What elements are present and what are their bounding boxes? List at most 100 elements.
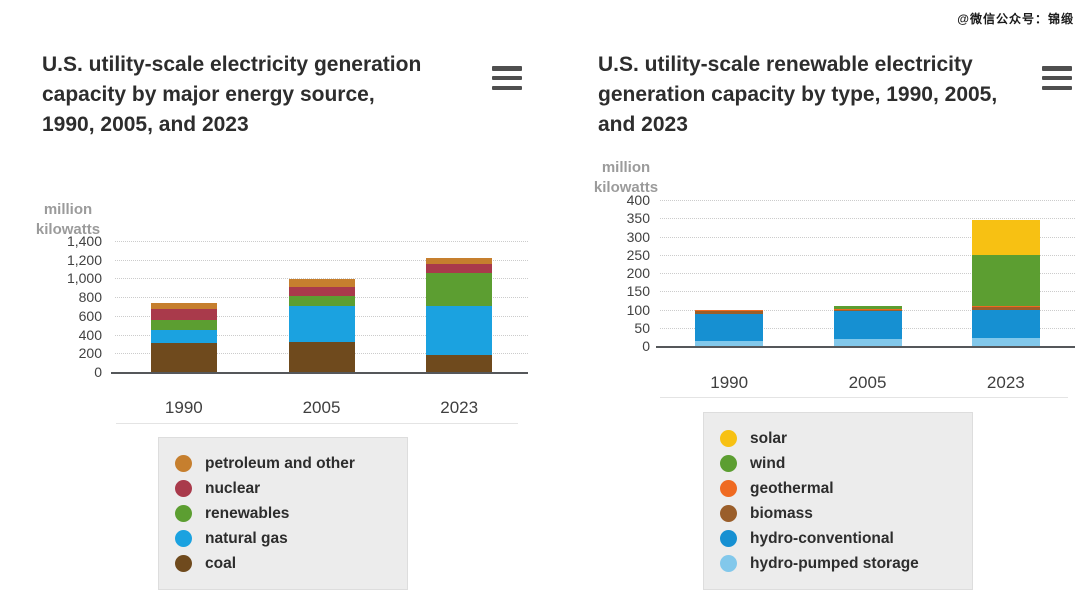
x-axis-label: 2005	[302, 398, 341, 417]
plot-area	[656, 200, 1075, 348]
bar-segment-renewables[interactable]	[426, 272, 493, 307]
x-axis-line	[111, 371, 528, 374]
chart-menu-button[interactable]	[1042, 66, 1072, 90]
stacked-bar-1990[interactable]	[150, 241, 217, 372]
bar-segment-petroleum-and-other[interactable]	[150, 302, 217, 309]
bar-segment-renewables[interactable]	[150, 319, 217, 331]
bar-segment-renewables[interactable]	[288, 295, 355, 307]
bar-segment-hydro-pumped-storage[interactable]	[971, 337, 1040, 346]
legend-swatch	[175, 455, 192, 472]
bar-segment-biomass[interactable]	[971, 306, 1040, 311]
legend-item-hydro-conventional[interactable]: hydro-conventional	[720, 526, 956, 551]
bar-segment-hydro-conventional[interactable]	[833, 310, 902, 339]
legend-swatch	[175, 505, 192, 522]
gridline	[660, 254, 1075, 256]
chart-card: U.S. utility-scale renewable electricity…	[594, 50, 1080, 596]
legend-item-hydro-pumped-storage[interactable]: hydro-pumped storage	[720, 551, 956, 576]
legend-swatch	[720, 430, 737, 447]
bar-segment-coal[interactable]	[288, 342, 355, 372]
y-tick-label: 400	[626, 192, 650, 208]
legend-item-solar[interactable]: solar	[720, 426, 956, 451]
y-tick-label: 200	[78, 345, 102, 362]
bar-segment-hydro-conventional[interactable]	[695, 313, 764, 341]
legend-label: hydro-pumped storage	[750, 554, 919, 572]
bar-segment-hydro-conventional[interactable]	[971, 310, 1040, 338]
bar-segment-hydro-pumped-storage[interactable]	[833, 338, 902, 346]
y-axis: 400 350 300 250 200 150 100 50 0	[598, 192, 654, 354]
legend-swatch	[720, 455, 737, 472]
hamburger-icon	[1042, 66, 1072, 71]
gridline	[660, 236, 1075, 238]
bar-segment-coal[interactable]	[426, 354, 493, 372]
legend-box: solar wind geothermal biomass hydro-conventi…	[703, 412, 973, 590]
y-tick-label: 600	[78, 307, 102, 324]
x-axis-line	[656, 345, 1075, 348]
stacked-bar-2005[interactable]	[288, 241, 355, 372]
y-axis: 1,400 1,200 1,000 800 600 400 200 0	[42, 233, 106, 380]
watermark-text: @微信公众号：锦缎	[957, 12, 1074, 26]
bar-segment-wind[interactable]	[971, 254, 1040, 306]
x-axis-label: 2023	[986, 373, 1025, 392]
legend-swatch	[720, 480, 737, 497]
bar-segment-biomass[interactable]	[833, 309, 902, 311]
legend-label: biomass	[750, 504, 813, 522]
chart-menu-button[interactable]	[492, 66, 522, 90]
y-tick-label: 200	[626, 265, 650, 281]
stacked-bar-2023[interactable]	[971, 200, 1040, 346]
legend-label: geothermal	[750, 479, 834, 497]
y-axis-unit-label: million kilowatts	[35, 201, 101, 238]
legend-item-biomass[interactable]: biomass	[720, 501, 956, 526]
legend-item-petroleum-and-other[interactable]: petroleum and other	[175, 451, 391, 476]
y-tick-label: 350	[626, 210, 650, 227]
legend-item-natural-gas[interactable]: natural gas	[175, 526, 391, 551]
gridline	[660, 273, 1075, 274]
legend-label: coal	[205, 554, 237, 572]
bar-segment-solar[interactable]	[971, 220, 1040, 255]
legend-label: renewables	[205, 504, 290, 522]
legend-item-wind[interactable]: wind	[720, 451, 956, 476]
legend-swatch	[175, 555, 192, 572]
y-tick-label: 50	[634, 319, 650, 336]
stacked-bar-2005[interactable]	[833, 200, 902, 346]
gridline	[660, 218, 1075, 220]
legend-label: wind	[750, 454, 786, 472]
bar-segment-petroleum-and-other[interactable]	[288, 279, 355, 287]
legend-item-renewables[interactable]: renewables	[175, 501, 391, 526]
legend-swatch	[175, 480, 192, 497]
bar-segment-natural-gas[interactable]	[150, 330, 217, 343]
legend-item-geothermal[interactable]: geothermal	[720, 476, 956, 501]
y-tick-label: 1,000	[66, 270, 102, 287]
chart-title: U.S. utility-scale electricity generatio…	[42, 53, 422, 136]
bar-segment-geothermal[interactable]	[695, 309, 764, 311]
stacked-bar-1990[interactable]	[695, 200, 764, 346]
bar-segment-natural-gas[interactable]	[288, 306, 355, 343]
stacked-bar-2023[interactable]	[426, 241, 493, 372]
gridline	[115, 241, 528, 242]
bar-segment-nuclear[interactable]	[288, 286, 355, 296]
bar-segment-geothermal[interactable]	[971, 305, 1040, 307]
y-tick-label: 300	[626, 228, 650, 245]
y-tick-label: 0	[642, 338, 650, 354]
bar-segment-natural-gas[interactable]	[426, 306, 493, 355]
bar-segment-coal[interactable]	[150, 343, 217, 372]
legend-label: nuclear	[205, 479, 261, 497]
bar-segment-biomass[interactable]	[695, 310, 764, 314]
bar-segment-nuclear[interactable]	[426, 264, 493, 273]
legend-item-nuclear[interactable]: nuclear	[175, 476, 391, 501]
legend-item-coal[interactable]: coal	[175, 551, 391, 576]
bar-segment-petroleum-and-other[interactable]	[426, 258, 493, 265]
legend-label: natural gas	[205, 529, 288, 547]
bar-segment-nuclear[interactable]	[150, 308, 217, 320]
chart-title: U.S. utility-scale renewable electricity…	[598, 53, 998, 136]
legend-swatch	[720, 505, 737, 522]
gridline	[660, 200, 1075, 201]
bar-segment-hydro-pumped-storage[interactable]	[695, 340, 764, 346]
x-axis-label: 1990	[164, 398, 203, 417]
legend-box: petroleum and other nuclear renewables natu…	[158, 437, 408, 590]
legend-swatch	[720, 530, 737, 547]
y-tick-label: 800	[78, 289, 102, 306]
bar-segment-wind[interactable]	[833, 305, 902, 310]
chart-bottom-rule	[116, 423, 518, 424]
x-axis-labels: 1990 2005 2023	[115, 398, 528, 420]
